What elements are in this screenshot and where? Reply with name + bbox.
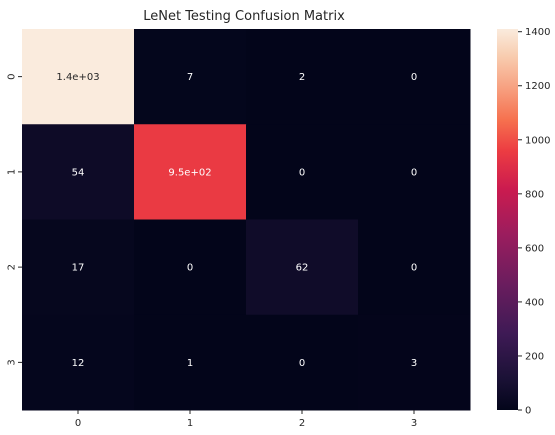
heatmap-cell-r0-c1 <box>134 29 247 125</box>
heatmap-cell-r1-c2 <box>246 124 359 220</box>
colorbar-tick-label: 1000 <box>525 135 550 146</box>
x-tick-label: 3 <box>411 418 417 429</box>
cell-label-r3-c2: 0 <box>299 358 305 369</box>
cell-label-r3-c0: 12 <box>72 358 85 369</box>
heatmap-cell-r2-c1 <box>134 219 247 316</box>
colorbar-tick-label: 1200 <box>525 81 550 92</box>
heatmap-cell-r0-c3 <box>358 29 471 125</box>
heatmap-cell-r3-c1 <box>134 314 247 411</box>
cell-label-r1-c1: 9.5e+02 <box>168 167 211 178</box>
cell-label-r1-c3: 0 <box>411 167 417 178</box>
chart-title: LeNet Testing Confusion Matrix <box>143 9 345 24</box>
heatmap-cells <box>22 29 471 411</box>
heatmap-cell-r3-c3 <box>358 314 471 411</box>
heatmap-cell-r1-c1 <box>134 124 247 220</box>
colorbar-ticks: 0 200 400 600 800 1000 1200 1400 <box>518 27 550 417</box>
cell-label-r3-c1: 1 <box>187 358 193 369</box>
cell-label-r2-c2: 62 <box>296 263 309 274</box>
heatmap-cell-r2-c3 <box>358 219 471 316</box>
cell-label-r0-c0: 1.4e+03 <box>56 72 99 83</box>
cell-label-r2-c3: 0 <box>411 263 417 274</box>
heatmap-cell-r3-c2 <box>246 314 359 411</box>
cell-label-r1-c0: 54 <box>72 167 85 178</box>
heatmap-cell-r2-c0 <box>22 219 135 316</box>
y-tick-label: 0 <box>7 73 18 79</box>
colorbar-tick-label: 800 <box>525 189 544 200</box>
colorbar-tick-label: 1400 <box>525 27 550 38</box>
heatmap-cell-r2-c2 <box>246 219 359 316</box>
cell-label-r2-c0: 17 <box>72 263 85 274</box>
heatmap-cell-r1-c0 <box>22 124 135 220</box>
cell-label-r1-c2: 0 <box>299 167 305 178</box>
heatmap-cell-labels: 1.4e+03 7 2 0 54 9.5e+02 0 0 17 0 62 0 12 1 0 3 <box>56 72 417 369</box>
cell-label-r3-c3: 3 <box>411 358 417 369</box>
x-tick-label: 1 <box>187 418 193 429</box>
heatmap-cell-r1-c3 <box>358 124 471 220</box>
x-tick-label: 2 <box>299 418 305 429</box>
x-tick-label: 0 <box>75 418 81 429</box>
x-axis-ticks: 0 1 2 3 <box>75 410 417 429</box>
colorbar-tick-label: 200 <box>525 351 544 362</box>
colorbar-tick-label: 0 <box>525 406 531 417</box>
colorbar-tick-label: 400 <box>525 297 544 308</box>
cell-label-r0-c2: 2 <box>299 72 305 83</box>
cell-label-r2-c1: 0 <box>187 263 193 274</box>
heatmap-cell-r0-c2 <box>246 29 359 125</box>
colorbar-tick-label: 600 <box>525 243 544 254</box>
heatmap-cell-r3-c0 <box>22 314 135 411</box>
y-tick-label: 1 <box>7 169 18 175</box>
y-tick-label: 3 <box>7 359 18 365</box>
heatmap-cell-r0-c0 <box>22 29 135 125</box>
colorbar <box>497 29 518 410</box>
y-axis-ticks: 0 1 2 3 <box>7 73 22 366</box>
cell-label-r0-c1: 7 <box>187 72 193 83</box>
y-tick-label: 2 <box>7 264 18 270</box>
cell-label-r0-c3: 0 <box>411 72 417 83</box>
